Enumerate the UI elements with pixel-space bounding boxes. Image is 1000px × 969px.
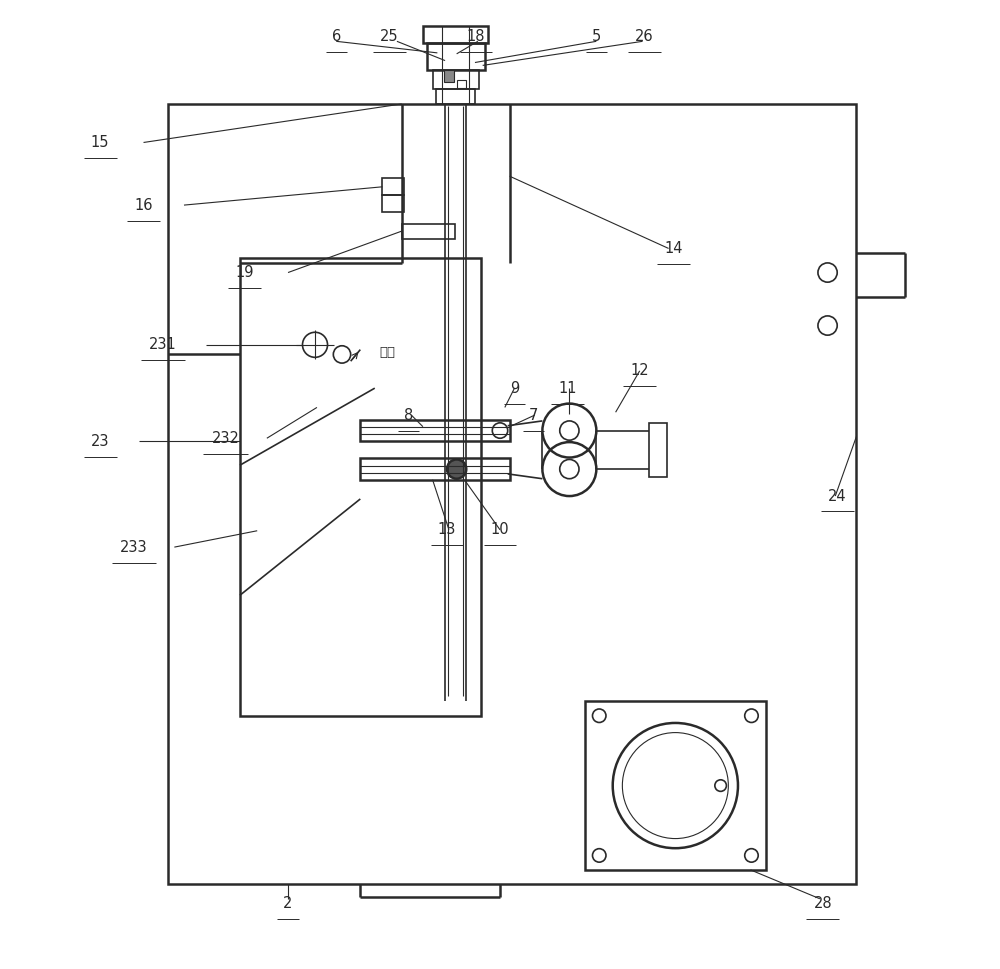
Text: 16: 16 bbox=[134, 198, 153, 212]
Text: 5: 5 bbox=[592, 29, 601, 44]
Text: 233: 233 bbox=[120, 540, 148, 554]
Text: 26: 26 bbox=[635, 29, 654, 44]
Text: 28: 28 bbox=[813, 896, 832, 911]
Text: 25: 25 bbox=[380, 29, 399, 44]
Bar bbox=[444, 70, 454, 81]
Text: 7: 7 bbox=[529, 408, 538, 422]
Bar bbox=[382, 178, 404, 196]
Bar bbox=[168, 104, 856, 885]
Text: 232: 232 bbox=[211, 431, 239, 446]
Circle shape bbox=[447, 459, 466, 479]
Text: 14: 14 bbox=[664, 241, 683, 256]
Bar bbox=[360, 458, 510, 480]
Text: 231: 231 bbox=[149, 337, 177, 353]
Text: 10: 10 bbox=[491, 522, 509, 537]
Text: 13: 13 bbox=[438, 522, 456, 537]
Text: 6: 6 bbox=[332, 29, 341, 44]
Bar bbox=[433, 70, 479, 89]
Text: 24: 24 bbox=[828, 488, 847, 504]
Text: 8: 8 bbox=[404, 408, 413, 422]
Bar bbox=[427, 44, 485, 70]
Bar bbox=[585, 702, 766, 870]
Text: 23: 23 bbox=[91, 434, 109, 449]
Text: 19: 19 bbox=[235, 266, 254, 280]
Text: 2: 2 bbox=[283, 896, 293, 911]
Bar bbox=[360, 420, 510, 441]
Bar bbox=[423, 26, 488, 44]
Text: 9: 9 bbox=[510, 381, 519, 395]
Text: 11: 11 bbox=[558, 381, 577, 395]
Bar bbox=[240, 258, 481, 716]
Text: 15: 15 bbox=[91, 135, 109, 150]
Bar bbox=[649, 422, 667, 477]
Text: 12: 12 bbox=[630, 363, 649, 378]
Bar bbox=[436, 89, 475, 104]
Text: 转动: 转动 bbox=[380, 346, 396, 359]
Bar bbox=[382, 196, 404, 212]
Text: 18: 18 bbox=[467, 29, 485, 44]
Bar bbox=[402, 225, 455, 238]
Bar bbox=[457, 79, 466, 87]
